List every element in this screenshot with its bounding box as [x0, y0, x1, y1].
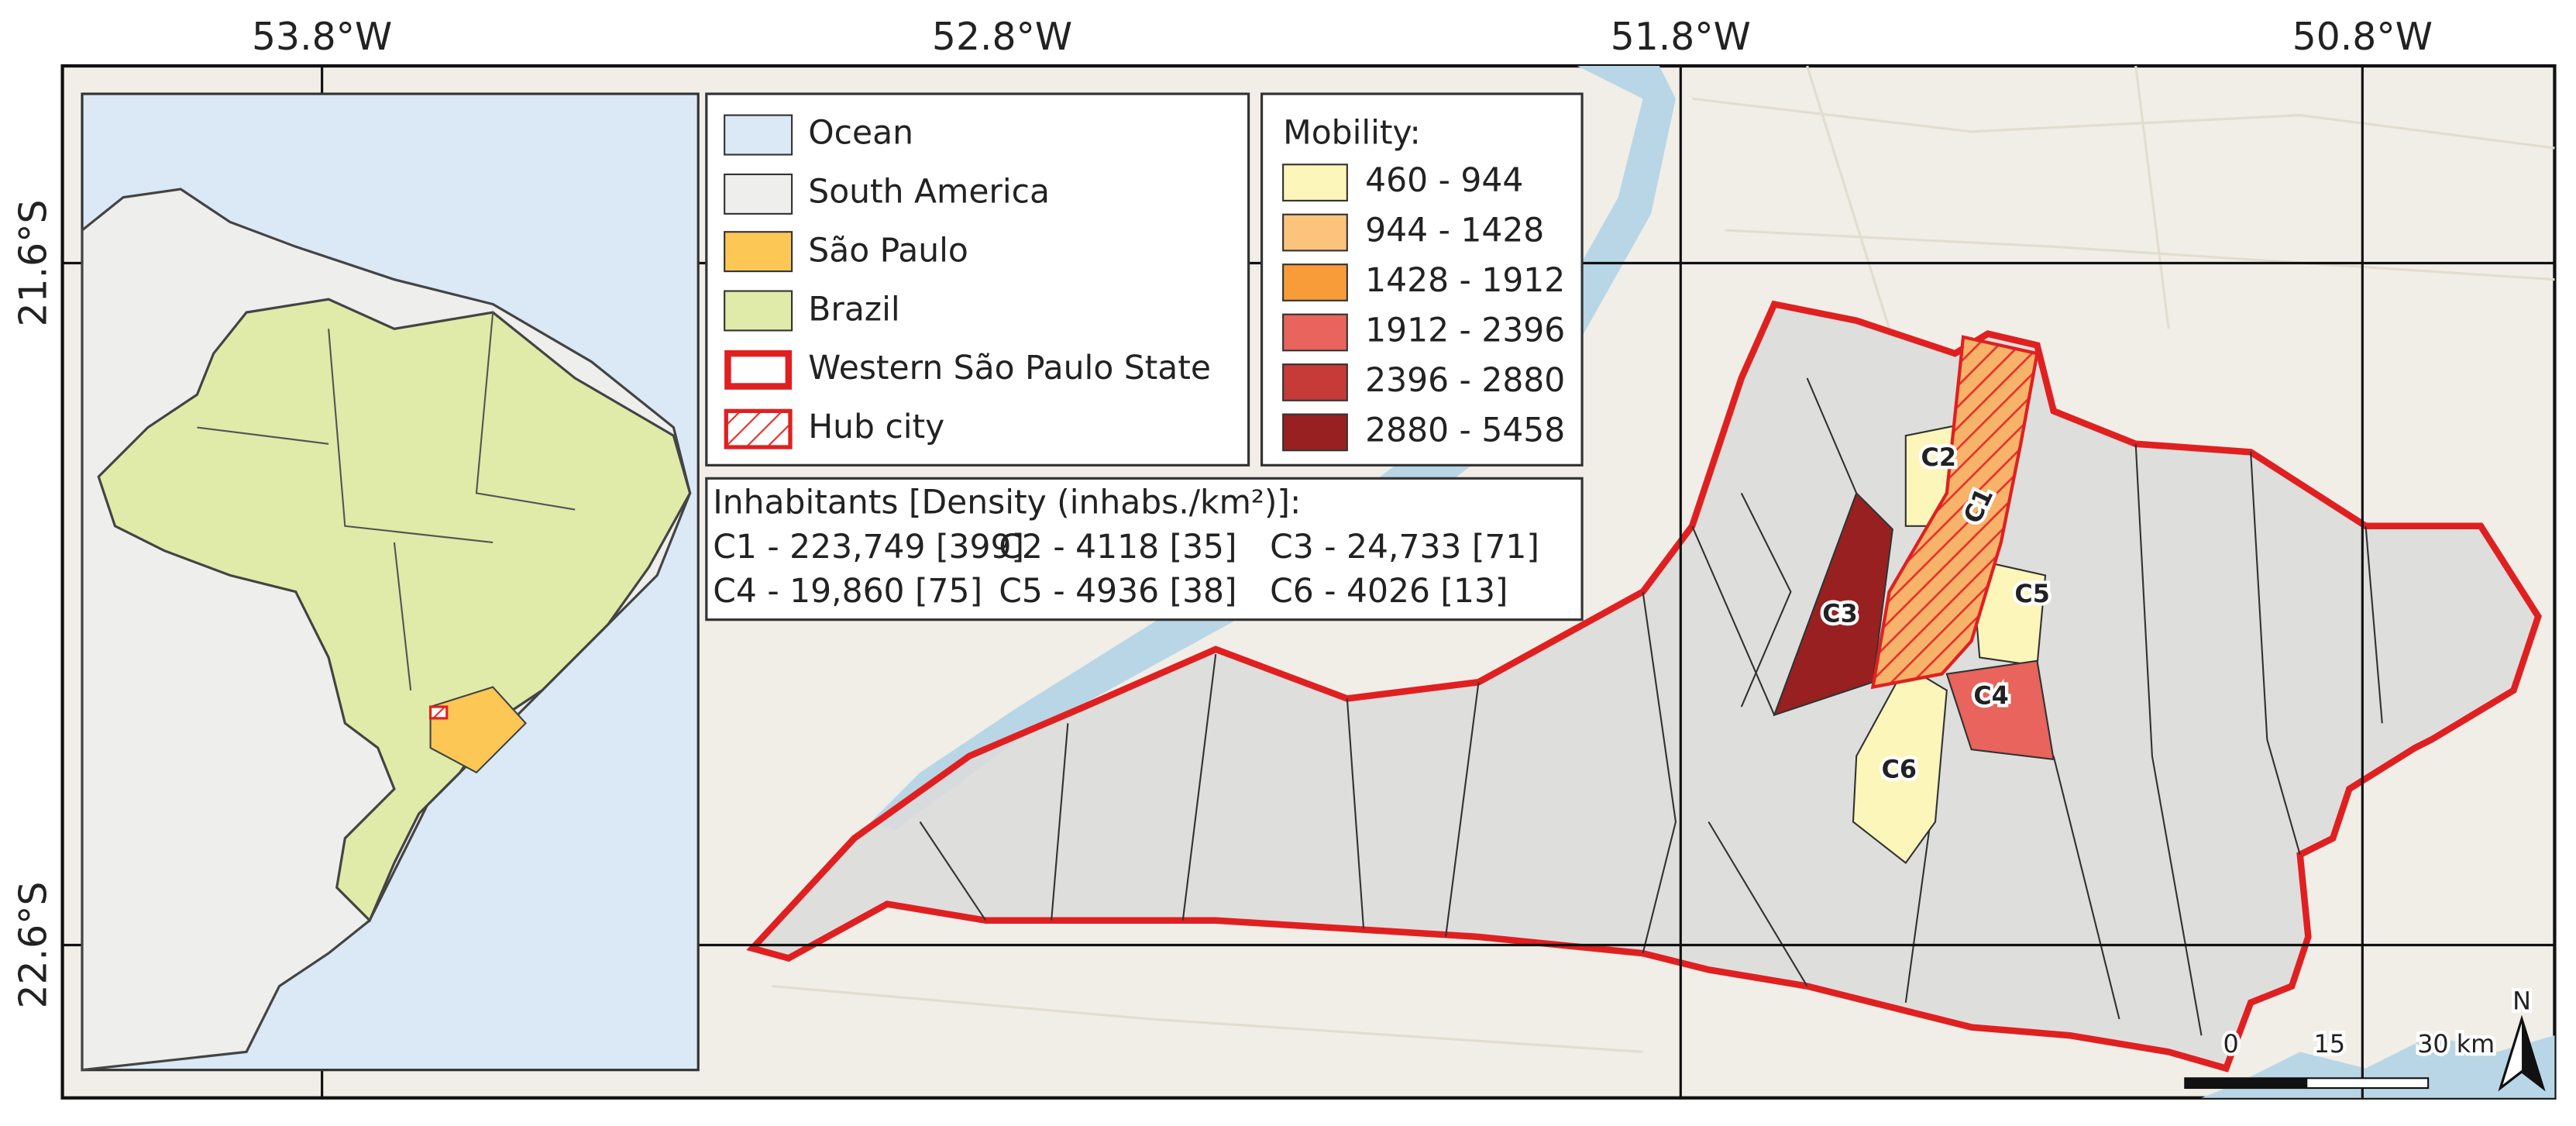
legend-label: Ocean: [808, 115, 913, 153]
longitude-label: 50.8°W: [2292, 15, 2433, 59]
legend-label: 1912 - 2396: [1365, 312, 1565, 350]
legend-swatch: [1282, 363, 1348, 401]
inhabitants-entry: C2 - 4118 [35]: [999, 529, 1236, 566]
scale-label: 15: [2314, 1030, 2345, 1059]
inhabitants-entry: C6 - 4026 [13]: [1270, 573, 1508, 611]
legend-swatch: [1282, 413, 1348, 452]
legend-label: South America: [808, 174, 1050, 212]
legend-swatch: [1282, 263, 1348, 301]
cluster-c4: [1945, 659, 2055, 761]
legend-label: Western São Paulo State: [808, 350, 1211, 387]
legend: [705, 92, 1250, 467]
legend-label: 2880 - 5458: [1365, 411, 1565, 449]
inhabitants-box: [705, 477, 1584, 622]
legend-label: São Paulo: [808, 232, 968, 270]
inhabitants-entry: C4 - 19,860 [75]: [713, 573, 982, 611]
scale-bar: [2184, 1077, 2430, 1090]
north-arrow: [2522, 1018, 2543, 1089]
legend-label: 2396 - 2880: [1365, 362, 1565, 400]
legend-label: 460 - 944: [1365, 162, 1523, 200]
cluster-c3: [1773, 491, 1893, 717]
cluster-c1: [1870, 335, 2039, 690]
north-label: N: [2512, 987, 2531, 1016]
cluster-label: C6: [1882, 756, 1917, 784]
longitude-label: 51.8°W: [1611, 15, 1751, 59]
cluster-label: C3: [1822, 599, 1857, 628]
cluster-label: C4: [1973, 681, 2008, 710]
scale-label: 0: [2223, 1030, 2239, 1059]
legend-swatch: [1282, 213, 1348, 252]
legend-swatch: [1282, 164, 1348, 201]
latitude-label: 22.6°S: [12, 882, 56, 1009]
legend-label: Hub city: [808, 408, 944, 446]
inhabitants-entry: C5 - 4936 [38]: [999, 573, 1236, 611]
legend-swatch: [1282, 313, 1348, 352]
roads: [772, 65, 2555, 1053]
western-sao-paulo: [746, 300, 2542, 1073]
legend-label: 1428 - 1912: [1365, 262, 1565, 300]
cluster-label: C2: [1921, 443, 1955, 472]
scale-label: 30 km: [2417, 1030, 2495, 1059]
inhabitants-entry: C3 - 24,733 [71]: [1270, 529, 1539, 566]
legend-label: 944 - 1428: [1365, 212, 1544, 250]
inset-map: [81, 92, 700, 1072]
longitude-label: 53.8°W: [252, 15, 392, 59]
municipal-boundaries: [919, 377, 2383, 1036]
legend-label: Brazil: [808, 291, 899, 329]
inhabitants-entry: C1 - 223,749 [399]: [713, 529, 1024, 566]
river: [870, 66, 1676, 831]
legend-title: Mobility:: [1283, 115, 1421, 153]
latitude-label: 21.6°S: [12, 200, 56, 327]
cluster-label: C5: [2014, 580, 2049, 608]
inhabitants-title: Inhabitants [Density (inhabs./km²)]:: [713, 484, 1301, 522]
longitude-label: 52.8°W: [932, 15, 1072, 59]
